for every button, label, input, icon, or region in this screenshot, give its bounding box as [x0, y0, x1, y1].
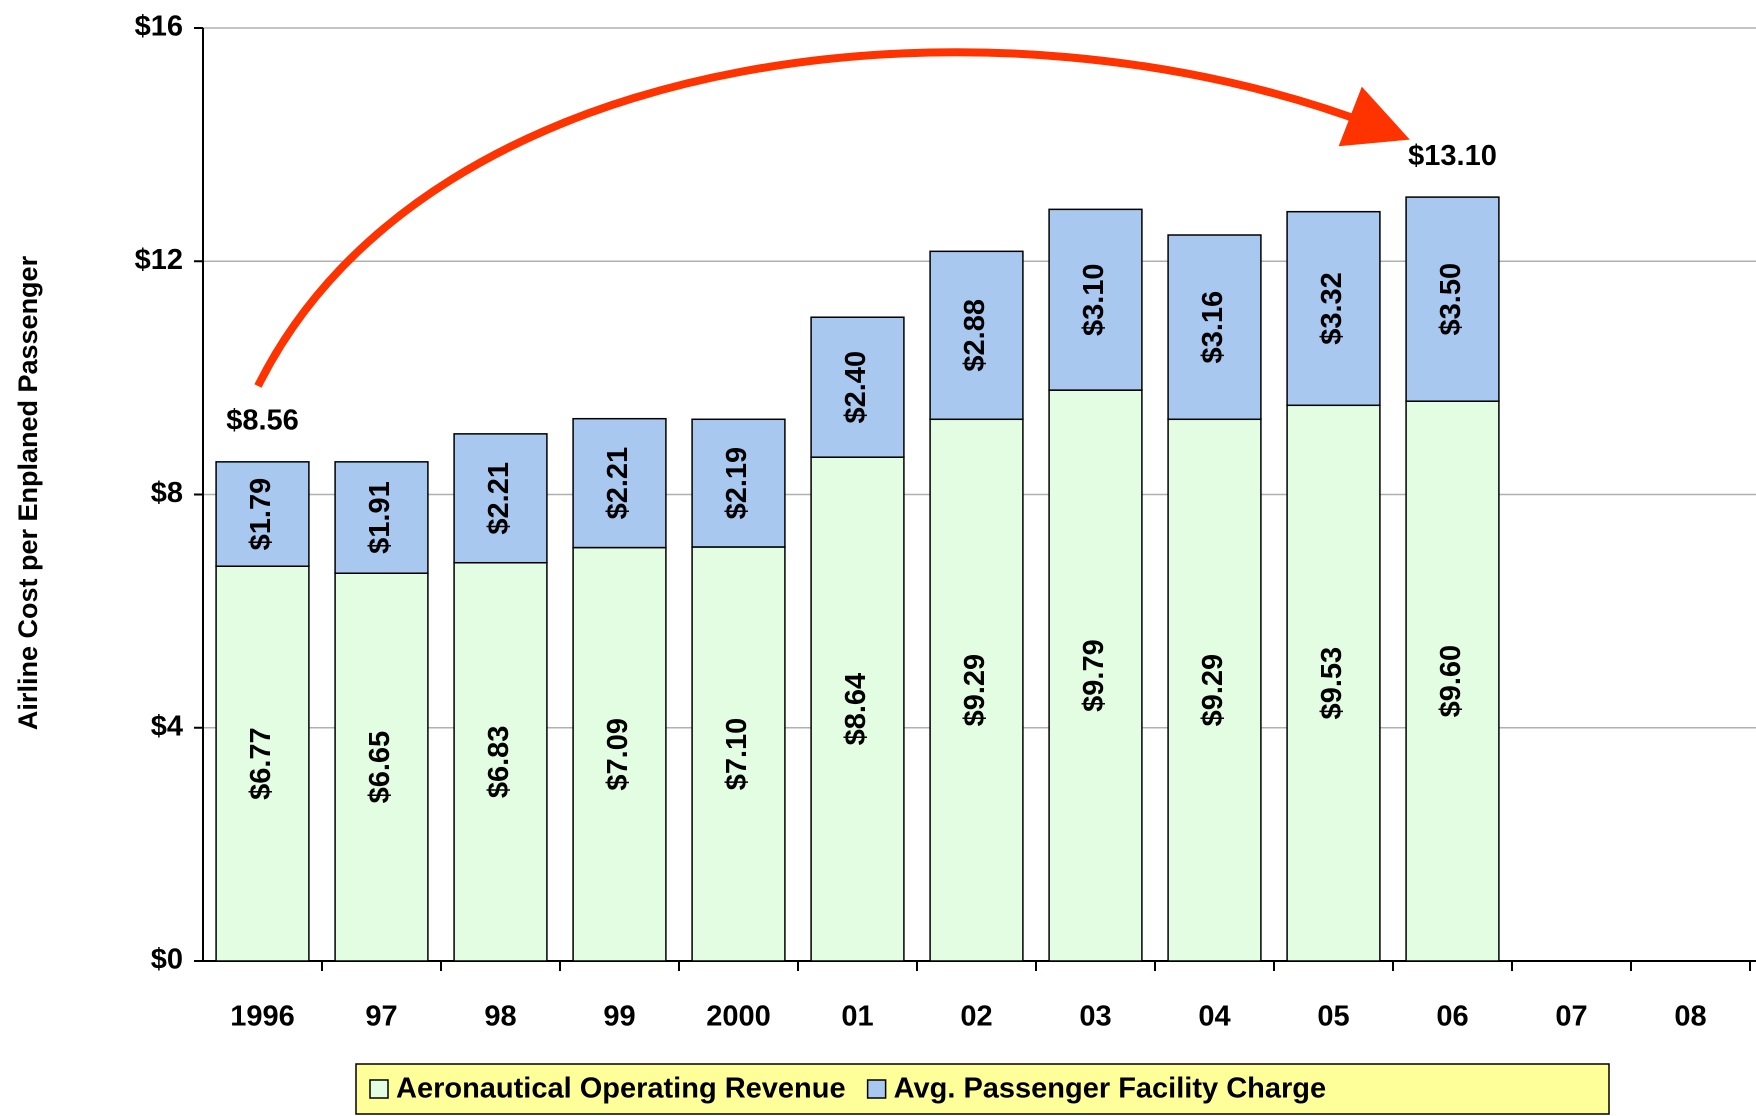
data-label: $9.29: [959, 654, 991, 727]
bar-segment: [1286, 210, 1381, 407]
y-tick-label: $8: [151, 477, 183, 509]
legend-label: Avg. Passenger Facility Charge: [894, 1073, 1326, 1105]
y-tick-label: $0: [151, 944, 183, 976]
bar-segment: [929, 250, 1024, 421]
data-label: $1.91: [364, 481, 396, 554]
x-tick-label: 99: [603, 1001, 635, 1033]
legend-label: Aeronautical Operating Revenue: [396, 1073, 846, 1105]
data-label: $6.65: [364, 731, 396, 804]
bar-segment: [1167, 234, 1262, 421]
trend-arrow: [254, 48, 1410, 388]
data-label: $2.21: [483, 462, 515, 535]
bar-segment: [215, 565, 310, 962]
bar-segment: [691, 418, 786, 548]
bar-segment: [1048, 389, 1143, 962]
bar-segment: [453, 433, 548, 564]
data-label: $2.88: [959, 299, 991, 372]
bar-segment: [453, 561, 548, 962]
y-axis-label: Airline Cost per Enplaned Passenger: [13, 255, 43, 730]
data-label: $3.10: [1078, 263, 1110, 336]
bar-segment: [215, 461, 310, 567]
data-label: $7.10: [721, 718, 753, 791]
legend-box: [355, 1063, 1610, 1115]
data-label: $7.09: [602, 718, 634, 791]
bar-segment: [1286, 404, 1381, 962]
bar-segment: [572, 546, 667, 962]
data-label: $3.50: [1435, 263, 1467, 336]
data-label: $2.21: [602, 447, 634, 520]
data-label: $9.79: [1078, 639, 1110, 712]
bar-segment: [929, 418, 1024, 962]
bar-segment: [334, 572, 429, 962]
data-label: $9.60: [1435, 645, 1467, 718]
data-label: $3.16: [1197, 291, 1229, 364]
data-label: $8.64: [840, 673, 872, 746]
x-tick-label: 02: [960, 1001, 992, 1033]
x-tick-label: 1996: [230, 1001, 295, 1033]
data-label: $9.29: [1197, 654, 1229, 727]
bar-segment: [1167, 418, 1262, 962]
x-tick-label: 2000: [706, 1001, 771, 1033]
data-label: $2.40: [840, 351, 872, 424]
legend-swatch: [866, 1079, 887, 1099]
x-tick-label: 07: [1555, 1001, 1587, 1033]
bar-segment: [810, 316, 905, 458]
total-annotation: $8.56: [226, 405, 299, 437]
x-tick-label: 01: [841, 1001, 873, 1033]
total-annotation: $13.10: [1408, 140, 1497, 172]
x-tick-label: 98: [484, 1001, 516, 1033]
bar-segment: [1048, 208, 1143, 391]
bar-segment: [810, 456, 905, 962]
x-tick-label: 08: [1674, 1001, 1706, 1033]
y-tick-label: $12: [135, 244, 183, 276]
legend-swatch: [369, 1079, 389, 1099]
bar-segment: [334, 461, 429, 574]
bar-segment: [1405, 196, 1500, 402]
data-label: $6.83: [483, 726, 515, 799]
y-tick-label: $16: [135, 11, 183, 43]
x-tick-label: 03: [1079, 1001, 1111, 1033]
x-tick-label: 04: [1198, 1001, 1230, 1033]
data-label: $9.53: [1316, 647, 1348, 720]
y-tick-label: $4: [151, 710, 183, 742]
x-tick-label: 97: [365, 1001, 397, 1033]
data-label: $2.19: [721, 447, 753, 520]
data-label: $1.79: [245, 478, 277, 551]
x-tick-label: 05: [1317, 1001, 1349, 1033]
bar-segment: [572, 417, 667, 549]
data-label: $6.77: [245, 727, 277, 800]
x-tick-label: 06: [1436, 1001, 1468, 1033]
plot: $0 $4 $8 $12 $16 1996 $6.77 $1.79 97 $6.65 $1.91 98…: [135, 11, 1756, 1115]
data-label: $3.32: [1316, 272, 1348, 345]
bar-segment: [1405, 400, 1500, 962]
bar-segment: [691, 546, 786, 962]
